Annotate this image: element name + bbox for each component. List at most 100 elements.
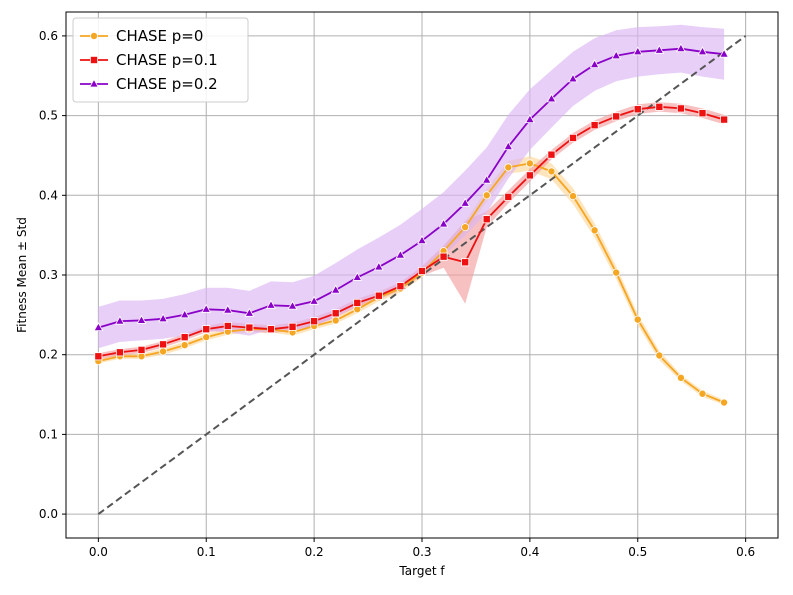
y-tick-label: 0.2 xyxy=(39,348,58,362)
data-point-series-1 xyxy=(396,282,405,291)
data-point-series-0 xyxy=(720,398,729,407)
y-tick-label: 0.6 xyxy=(39,29,58,43)
y-tick-label: 0.5 xyxy=(39,109,58,123)
x-axis-label: Target f xyxy=(398,564,445,578)
data-point-series-1 xyxy=(655,102,664,111)
data-point-series-2 xyxy=(525,114,535,123)
legend-marker xyxy=(89,78,99,88)
data-point-series-0 xyxy=(590,226,599,235)
legend-marker xyxy=(90,56,99,65)
y-tick-label: 0.4 xyxy=(39,188,58,202)
data-point-series-2 xyxy=(93,322,104,332)
data-point-series-0 xyxy=(180,341,189,350)
data-point-series-2 xyxy=(266,299,276,309)
legend: CHASE p=0 CHASE p=0.1 CHASE p=0.2 xyxy=(72,17,249,103)
data-point-series-2 xyxy=(287,300,298,310)
legend-marker xyxy=(90,32,99,41)
data-point-series-1 xyxy=(288,322,297,331)
y-tick-label: 0.1 xyxy=(39,427,58,441)
data-point-series-1 xyxy=(266,325,275,334)
data-point-series-2 xyxy=(417,235,427,245)
data-point-series-1 xyxy=(223,322,232,331)
data-point-series-2 xyxy=(632,46,643,56)
x-tick-label: 0.6 xyxy=(736,545,755,559)
legend-label: CHASE p=0.2 xyxy=(116,75,218,93)
data-point-series-0 xyxy=(482,191,491,200)
data-point-series-1 xyxy=(633,105,642,114)
series-line-2 xyxy=(98,47,725,329)
data-point-series-1 xyxy=(676,104,685,113)
data-point-series-0 xyxy=(655,351,664,360)
legend-label: CHASE p=0 xyxy=(116,27,203,45)
data-point-series-1 xyxy=(94,352,103,361)
y-axis-ticks: 0.0 0.1 0.2 0.3 0.4 0.5 0.6 xyxy=(39,29,66,521)
x-tick-label: 0.4 xyxy=(520,545,539,559)
data-point-series-0 xyxy=(676,373,685,382)
x-tick-label: 0.0 xyxy=(89,545,108,559)
data-point-series-1 xyxy=(482,215,491,224)
data-point-series-2 xyxy=(158,313,168,323)
data-point-series-1 xyxy=(569,133,578,142)
data-point-series-0 xyxy=(569,192,578,201)
data-point-series-0 xyxy=(504,163,513,172)
x-tick-label: 0.2 xyxy=(305,545,324,559)
data-point-series-2 xyxy=(222,304,233,314)
data-point-series-0 xyxy=(698,389,707,398)
data-point-series-2 xyxy=(589,59,600,68)
data-point-series-2 xyxy=(179,309,190,319)
data-point-series-0 xyxy=(547,167,556,176)
data-point-series-2 xyxy=(136,314,147,324)
data-point-series-1 xyxy=(504,192,513,201)
data-point-series-1 xyxy=(310,317,319,326)
data-point-series-0 xyxy=(612,268,621,277)
data-point-series-1 xyxy=(202,325,211,334)
y-tick-label: 0.3 xyxy=(39,268,58,282)
data-point-series-2 xyxy=(309,295,319,305)
data-point-series-1 xyxy=(353,298,362,307)
data-point-series-2 xyxy=(568,73,578,83)
data-point-series-1 xyxy=(439,252,448,261)
x-tick-label: 0.5 xyxy=(628,545,647,559)
data-point-series-1 xyxy=(698,109,707,118)
data-point-series-0 xyxy=(461,223,470,232)
data-point-series-2 xyxy=(352,271,363,281)
data-point-series-2 xyxy=(611,50,622,60)
legend-items: CHASE p=0 CHASE p=0.1 CHASE p=0.2 xyxy=(80,27,218,93)
data-point-series-1 xyxy=(417,267,426,276)
data-point-series-2 xyxy=(395,249,406,259)
data-point-series-1 xyxy=(180,333,189,342)
data-point-series-2 xyxy=(697,46,708,56)
x-tick-label: 0.3 xyxy=(412,545,431,559)
x-tick-label: 0.1 xyxy=(197,545,216,559)
data-point-series-1 xyxy=(461,258,470,267)
data-point-series-0 xyxy=(525,159,534,168)
data-point-series-1 xyxy=(720,115,729,124)
series-markers xyxy=(93,43,729,407)
data-point-series-1 xyxy=(159,340,168,349)
data-point-series-2 xyxy=(546,93,557,103)
data-point-series-2 xyxy=(719,48,729,58)
legend-box xyxy=(72,17,249,103)
data-point-series-2 xyxy=(503,141,514,151)
data-point-series-2 xyxy=(373,261,384,271)
data-point-series-1 xyxy=(590,121,599,130)
data-point-series-1 xyxy=(115,348,124,357)
y-axis-label: Fitness Mean ± Std xyxy=(15,217,29,333)
data-point-series-2 xyxy=(244,307,255,317)
data-point-series-1 xyxy=(525,171,534,180)
data-point-series-1 xyxy=(331,309,340,318)
data-point-series-0 xyxy=(202,333,211,342)
data-point-series-0 xyxy=(159,347,168,356)
data-point-series-2 xyxy=(676,43,686,53)
x-axis-ticks: 0.0 0.1 0.2 0.3 0.4 0.5 0.6 xyxy=(89,538,755,559)
data-point-series-1 xyxy=(245,323,254,332)
data-point-series-2 xyxy=(330,284,341,294)
data-point-series-0 xyxy=(633,315,642,324)
data-point-series-2 xyxy=(481,174,492,184)
legend-label: CHASE p=0.1 xyxy=(116,51,218,69)
data-point-series-2 xyxy=(201,303,212,313)
data-point-series-2 xyxy=(438,218,449,228)
data-point-series-1 xyxy=(374,291,383,300)
data-point-series-1 xyxy=(137,345,146,354)
